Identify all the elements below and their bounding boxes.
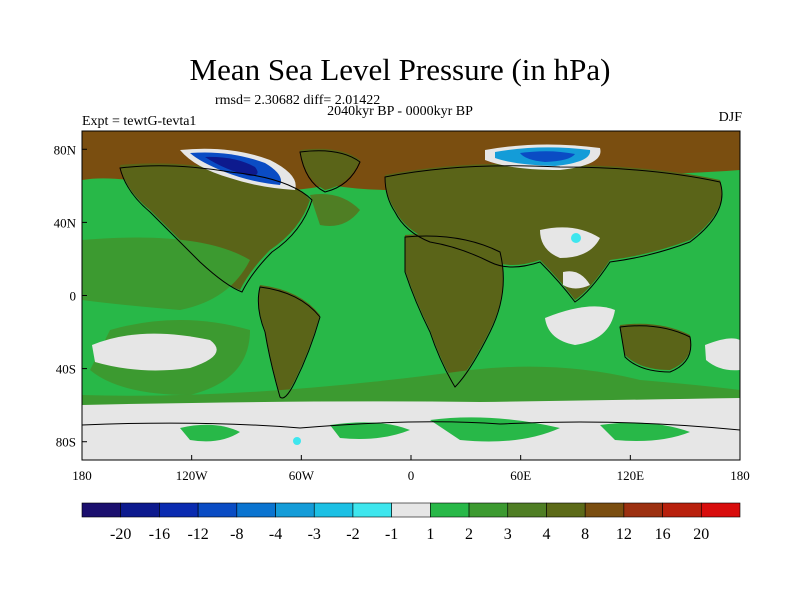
south-america-land — [258, 285, 320, 396]
africa-land — [405, 234, 504, 385]
colorbar-swatch — [584, 502, 625, 518]
colorbar-swatch — [236, 502, 276, 518]
colorbar-swatch — [120, 502, 160, 518]
colorbar-label: -8 — [230, 526, 243, 543]
lon-label: 120W — [176, 468, 209, 483]
lat-label: 40S — [56, 362, 76, 377]
lat-label: 80N — [54, 142, 77, 157]
experiment-label: Expt = tewtG-tevta1 — [82, 114, 197, 129]
australia-land — [620, 323, 691, 370]
antarctic-blue-patch — [293, 437, 301, 445]
colorbar-label: 12 — [616, 526, 632, 543]
lon-label: 60E — [510, 468, 531, 483]
colorbar-swatch — [507, 502, 547, 518]
colorbar-swatch — [546, 502, 586, 518]
colorbar-label: 4 — [542, 526, 550, 543]
lon-label: 0 — [408, 468, 415, 483]
colorbar-label: 1 — [426, 526, 434, 543]
colorbar-swatch — [352, 502, 392, 518]
arabian-neutral — [540, 227, 600, 258]
canada-deep-low — [205, 156, 258, 176]
colorbar-swatch — [313, 502, 354, 518]
colorbar-swatch — [662, 502, 702, 518]
antarctic-neutral-band — [82, 398, 740, 460]
lon-label: 180 — [730, 468, 750, 483]
colorbar-swatch — [468, 502, 509, 518]
antarctic-blob-4 — [600, 422, 690, 441]
colorbar: -20 -16 -12 -8 -4 -3 -2 -1 1 2 3 4 8 12 16 20 — [81, 502, 741, 543]
colorbar-label: -4 — [269, 526, 282, 543]
colorbar-label: 8 — [581, 526, 589, 543]
antarctic-blob-3 — [430, 417, 560, 442]
indian-ocean-neutral — [545, 306, 615, 345]
colorbar-label: -1 — [385, 526, 398, 543]
colorbar-swatch — [623, 502, 663, 518]
lat-label: 0 — [70, 289, 77, 304]
colorbar-swatch — [430, 502, 470, 518]
siberia-deep-low — [520, 151, 575, 162]
lon-label: 60W — [289, 468, 315, 483]
colorbar-label: -16 — [149, 526, 170, 543]
south-pacific-neutral — [92, 333, 217, 371]
colorbar-swatch — [159, 502, 199, 518]
north-pacific-region — [82, 237, 250, 310]
colorbar-swatch — [391, 502, 431, 518]
colorbar-label: 3 — [504, 526, 512, 543]
lat-label: 80S — [56, 435, 76, 450]
colorbar-label: 16 — [655, 526, 671, 543]
colorbar-label: -20 — [110, 526, 131, 543]
bay-neutral — [563, 271, 590, 289]
colorbar-label: 20 — [693, 526, 709, 543]
lat-label: 40N — [54, 215, 77, 230]
stats-label: rmsd= 2.30682 diff= 2.01422 — [215, 93, 381, 108]
tasman-neutral — [705, 338, 740, 371]
colorbar-swatch — [197, 502, 238, 518]
north-atlantic-region — [310, 194, 360, 226]
colorbar-label: -12 — [187, 526, 208, 543]
map-title: Mean Sea Level Pressure (in hPa) — [189, 52, 611, 87]
colorbar-swatch — [700, 502, 741, 518]
greenland-land — [300, 148, 360, 190]
antarctic-blob-2 — [330, 422, 410, 439]
season-label: DJF — [718, 110, 742, 125]
arabian-blue-patch — [571, 233, 581, 243]
longitude-axis: 180 120W 60W 0 60E 120E 180 — [72, 455, 750, 483]
colorbar-swatch — [81, 502, 122, 518]
colorbar-label: -3 — [308, 526, 321, 543]
lon-label: 120E — [617, 468, 645, 483]
latitude-axis: 80N 40N 0 40S 80S — [54, 142, 87, 450]
map-field — [82, 131, 740, 460]
southern-ocean-green — [82, 366, 740, 405]
lon-label: 180 — [72, 468, 92, 483]
colorbar-label: 2 — [465, 526, 473, 543]
antarctic-blob-1 — [180, 424, 240, 442]
north-america-land — [120, 163, 310, 290]
colorbar-swatch — [275, 502, 315, 518]
colorbar-label: -2 — [346, 526, 359, 543]
period-label: 2040kyr BP - 0000kyr BP — [327, 104, 473, 119]
coastlines — [82, 150, 740, 431]
